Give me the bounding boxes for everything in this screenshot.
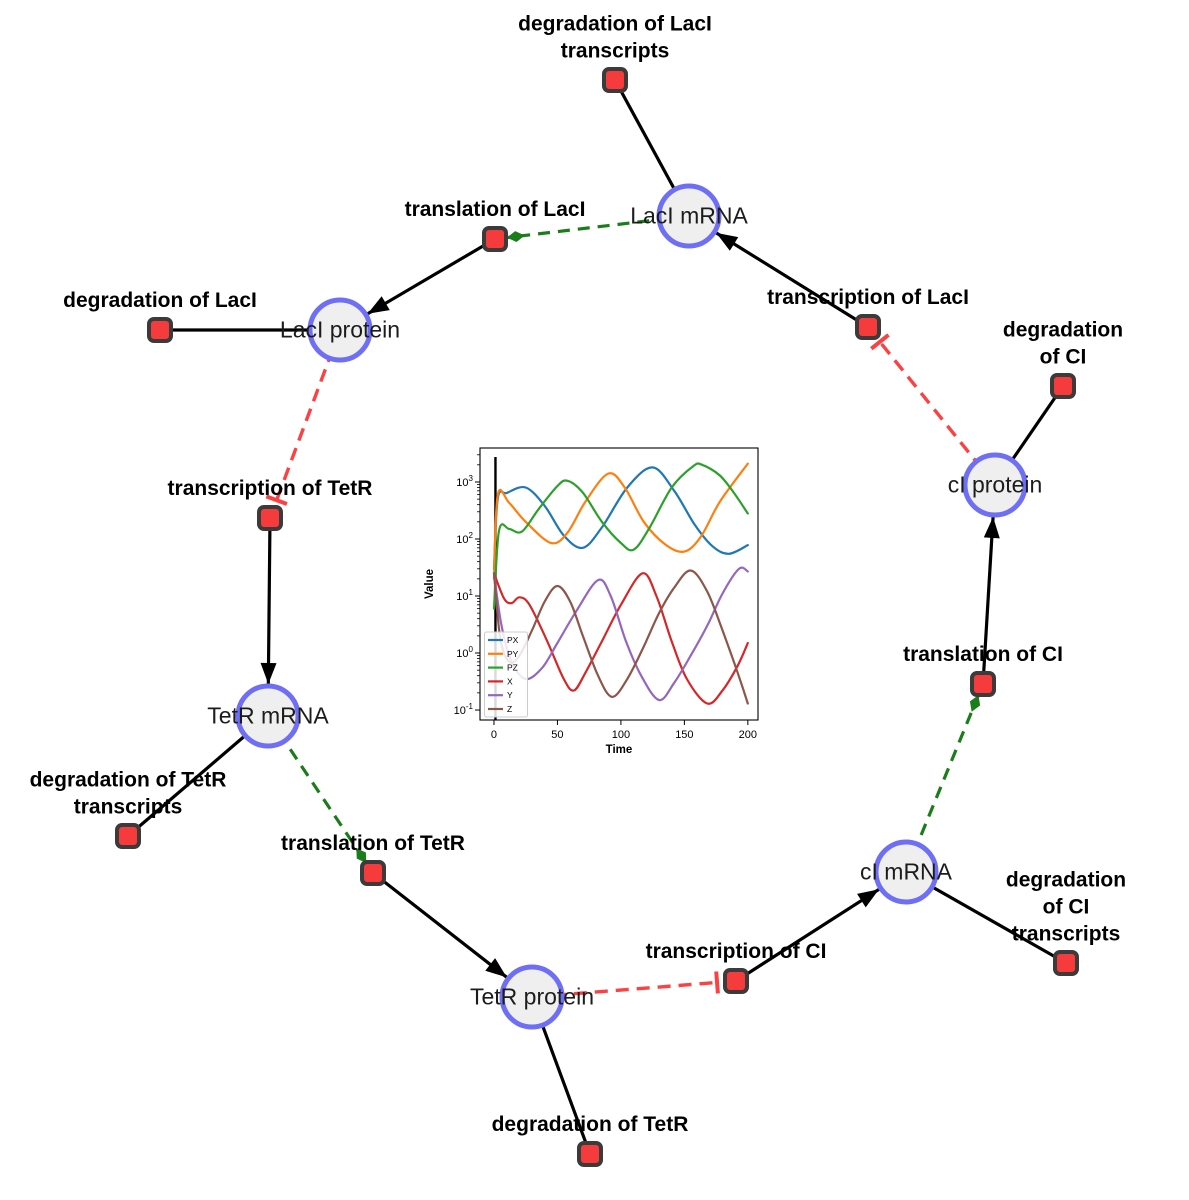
species-node-laci-mrna[interactable] xyxy=(656,183,722,249)
x-tick-label: 200 xyxy=(739,729,757,741)
series-line-PX xyxy=(492,466,749,570)
legend-label-PZ: PZ xyxy=(507,663,518,673)
species-node-ci-mrna[interactable] xyxy=(873,839,939,905)
x-tick-label: 0 xyxy=(491,729,497,741)
legend-label-Y: Y xyxy=(507,690,513,700)
reaction-node-deg-tetr[interactable] xyxy=(577,1141,603,1167)
reaction-node-deg-laci[interactable] xyxy=(147,317,173,343)
legend-label-PX: PX xyxy=(507,635,519,645)
reaction-node-deg-tetr-transcripts[interactable] xyxy=(115,823,141,849)
species-node-laci-protein[interactable] xyxy=(307,297,373,363)
reaction-node-deg-laci-transcripts[interactable] xyxy=(602,67,628,93)
edge-ci-mrna-translation-ci xyxy=(904,683,985,873)
reaction-node-transcription-laci[interactable] xyxy=(855,314,881,340)
y-axis-label: Value xyxy=(424,569,436,599)
x-axis-label: Time xyxy=(606,744,633,756)
x-tick-label: 100 xyxy=(612,729,630,741)
series-line-PY xyxy=(492,462,749,580)
edge-translation-ci-ci-protein xyxy=(981,484,1000,685)
reaction-node-transcription-tetr[interactable] xyxy=(257,505,283,531)
legend-label-X: X xyxy=(507,676,513,686)
edge-transcription-tetr-tetr-mrna xyxy=(260,517,277,717)
inset-timeseries-chart: 10-1 100 101 102 103 0 50 100 150 200 Time Value PX P… xyxy=(420,436,770,766)
series-line-X xyxy=(492,572,749,705)
reaction-node-translation-laci[interactable] xyxy=(482,226,508,252)
x-tick-label: 50 xyxy=(551,729,563,741)
species-node-ci-protein[interactable] xyxy=(962,452,1028,518)
reaction-node-translation-tetr[interactable] xyxy=(360,860,386,886)
edge-translation-tetr-tetr-protein xyxy=(372,871,533,999)
reaction-node-deg-ci[interactable] xyxy=(1050,373,1076,399)
species-node-tetr-protein[interactable] xyxy=(499,964,565,1030)
edge-laci-mrna-translation-laci xyxy=(494,214,690,242)
x-tick-label: 150 xyxy=(675,729,693,741)
edge-transcription-ci-ci-mrna xyxy=(735,870,907,983)
reaction-node-translation-ci[interactable] xyxy=(970,671,996,697)
reaction-node-transcription-ci[interactable] xyxy=(723,968,749,994)
legend: PX PY PZ XYZ xyxy=(484,631,528,718)
series-line-PZ xyxy=(492,462,749,610)
species-node-tetr-mrna[interactable] xyxy=(235,683,301,749)
legend-label-PY: PY xyxy=(507,649,519,659)
reaction-node-deg-ci-transcripts[interactable] xyxy=(1053,950,1079,976)
legend-label-Z: Z xyxy=(507,704,512,714)
edge-transcription-laci-laci-mrna xyxy=(688,214,869,329)
